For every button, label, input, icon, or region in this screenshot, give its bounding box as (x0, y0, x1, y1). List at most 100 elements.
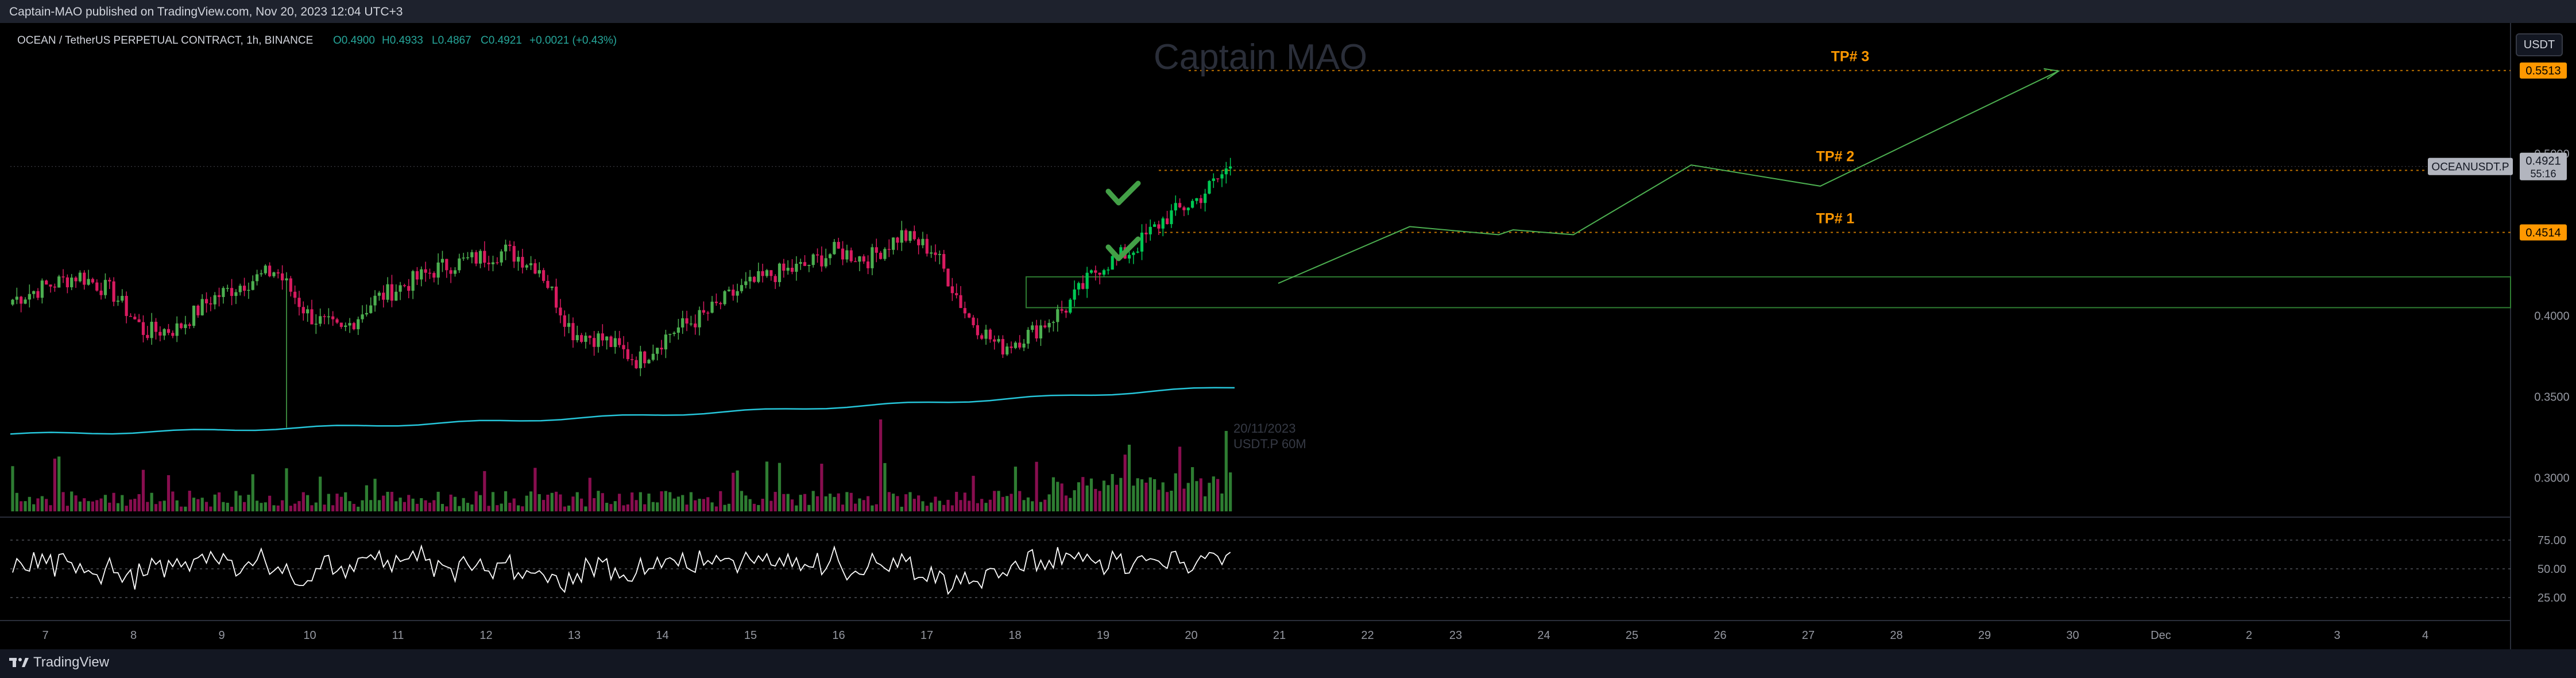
candle-body (896, 237, 899, 243)
candle-body (584, 336, 587, 342)
volume-bar (1195, 481, 1198, 511)
publish-info: Captain-MAO published on TradingView.com… (9, 5, 403, 18)
volume-bar (1085, 485, 1089, 511)
candle-body (449, 270, 452, 274)
time-tick-label: 8 (130, 629, 137, 642)
volume-bar (1089, 478, 1093, 511)
volume-bar (1144, 482, 1148, 511)
candle-body (1089, 270, 1093, 273)
candle-body (407, 286, 411, 291)
candle-body (1073, 289, 1076, 300)
candle-body (656, 348, 659, 354)
time-axis[interactable]: 7 8 9 10 11 12 13 14 15 16 17 18 19 20 21 22 23 24 25 26 27 2… (42, 629, 2428, 642)
volume-bar (344, 492, 347, 511)
last-price-tag (2520, 152, 2567, 180)
volume-bar (394, 501, 398, 511)
candle-body (121, 295, 124, 301)
countdown-text: 55:16 (2530, 168, 2556, 180)
candle-body (276, 272, 280, 273)
time-tick-label: 7 (42, 629, 48, 642)
candle-body (622, 345, 625, 349)
time-tick-label: 17 (920, 629, 933, 642)
time-tick-label: 30 (2066, 629, 2079, 642)
volume-bar (1174, 473, 1177, 511)
volume-bar (146, 502, 149, 511)
chart-area[interactable]: TP# 3TP# 2TP# 1 0.50000.40000.35000.3000… (0, 23, 2576, 649)
candle-body (955, 293, 958, 295)
volume-bar (853, 503, 857, 511)
candle-body (626, 349, 629, 360)
volume-bar (702, 499, 706, 511)
candle-body (196, 306, 200, 315)
candle-body (1111, 256, 1114, 270)
volume-bar (694, 500, 697, 511)
volume-bar (1119, 477, 1123, 511)
candle-body (306, 309, 310, 314)
candle-body (689, 323, 693, 325)
volume-bar (339, 496, 343, 511)
candle-body (65, 277, 69, 287)
candle-body (1081, 283, 1085, 289)
volume-bar (420, 498, 423, 511)
currency-button[interactable]: USDT (2516, 33, 2563, 56)
volume-bar (1170, 490, 1173, 511)
legend-change: +0.0021 (+0.43%) (529, 34, 617, 47)
volume-bar (57, 456, 61, 511)
volume-symbol-label: USDT.P 60M (1233, 437, 1306, 451)
candle-body (150, 322, 153, 338)
volume-bar (1204, 496, 1207, 511)
volume-bar (811, 491, 815, 511)
target-lines: TP# 3 TP# 2 TP# 1 (10, 49, 2511, 233)
volume-bar (896, 496, 899, 511)
candle-body (1107, 269, 1110, 271)
volume-bar (24, 501, 27, 511)
candle-body (428, 272, 432, 274)
volume-bar (1060, 483, 1063, 511)
candles (11, 157, 1232, 428)
volume-bar (238, 495, 242, 511)
tradingview-logo[interactable]: TradingView (9, 654, 109, 671)
candle-body (841, 248, 845, 260)
candle-body (268, 265, 272, 276)
volume-bar (116, 503, 120, 511)
volume-bar (1152, 479, 1157, 511)
candle-body (474, 252, 478, 264)
candle-body (373, 295, 377, 306)
volume-bar (407, 495, 411, 511)
volume-bar (504, 491, 508, 511)
candle-body (15, 296, 18, 300)
chart-svg[interactable]: TP# 3TP# 2TP# 1 0.50000.40000.35000.3000… (0, 23, 2576, 649)
volume-bar (571, 496, 575, 511)
candle-body (188, 324, 191, 326)
candle-body (1026, 330, 1030, 344)
volume-bar (1199, 478, 1202, 511)
volume-bar (803, 494, 807, 511)
volume-bar (373, 479, 377, 511)
volume-bar (862, 500, 865, 511)
volume-bar (1039, 502, 1043, 511)
volume-bar (643, 504, 647, 511)
volume-bar (815, 496, 819, 511)
volume-bar (676, 496, 680, 511)
volume-bar (158, 501, 162, 511)
candle-body (1069, 299, 1072, 313)
candle-body (875, 247, 878, 253)
volume-bar (841, 504, 845, 511)
candle-body (795, 264, 798, 272)
candle-body (382, 292, 385, 300)
volume-bar (1212, 476, 1215, 511)
volume-bar (942, 504, 946, 511)
candle-body (723, 291, 726, 305)
price-axis[interactable]: 0.50000.40000.35000.30000.55130.48970.45… (2428, 62, 2570, 604)
candle-body (685, 318, 689, 324)
candle-body (727, 290, 731, 291)
candle-body (158, 332, 162, 336)
price-tick-label: 0.3000 (2534, 472, 2569, 485)
volume-bar (213, 494, 216, 511)
candle-body (732, 290, 735, 296)
candle-body (386, 284, 389, 300)
candle-body (719, 303, 722, 305)
candle-body (761, 271, 764, 276)
volume-bar (605, 503, 609, 511)
volume-bar (289, 506, 292, 511)
